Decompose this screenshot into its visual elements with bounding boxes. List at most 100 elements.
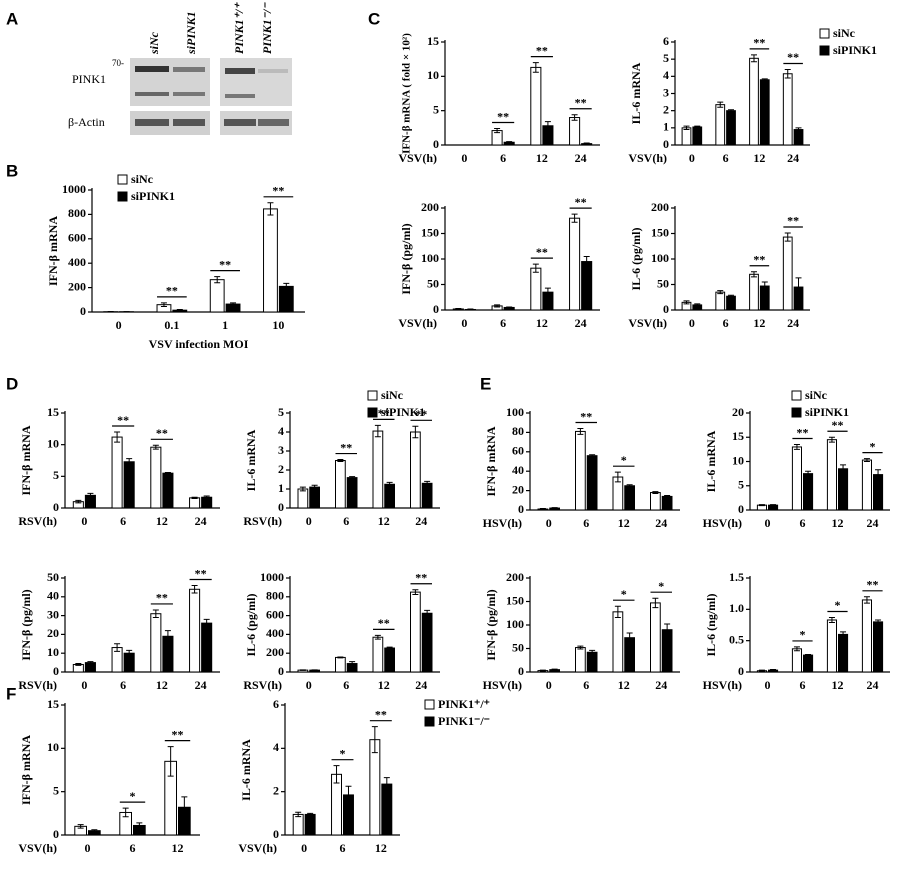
y-tick-label: 1.0	[729, 601, 744, 615]
bar	[650, 492, 661, 511]
y-tick-label: 0	[273, 827, 279, 841]
x-tick-label: 24	[787, 151, 799, 165]
x-tick-label: 1	[222, 318, 228, 332]
x-tick-label: 0	[546, 516, 552, 530]
legend-label: siNc	[131, 172, 154, 186]
error-bar	[126, 649, 133, 657]
bar	[369, 739, 381, 836]
y-axis-label: IFN-β (pg/ml)	[399, 223, 413, 294]
y-tick-label: 3	[663, 85, 669, 99]
band	[173, 92, 205, 96]
error-bar	[750, 54, 757, 63]
bar	[111, 436, 123, 509]
y-tick-label: 40	[512, 463, 524, 477]
y-tick-label: 5	[433, 102, 439, 116]
legend-swatch	[819, 45, 830, 56]
y-tick-label: 400	[266, 626, 284, 640]
y-tick-label: 0	[663, 302, 669, 316]
error-bar	[577, 645, 584, 650]
y-tick-label: 5	[53, 468, 59, 482]
error-bar	[761, 281, 768, 291]
y-tick-label: 0	[53, 827, 59, 841]
error-bar	[152, 609, 159, 618]
bar	[782, 236, 793, 311]
x-tick-label: 24	[867, 516, 879, 530]
y-tick-label: 4	[278, 424, 284, 438]
legend-label: siPINK1	[805, 405, 849, 419]
panel-letter: C	[368, 9, 380, 28]
x-tick-label: 12	[618, 516, 630, 530]
x-tick-label: 0	[765, 516, 771, 530]
legend-swatch	[791, 390, 802, 401]
y-tick-label: 800	[266, 589, 284, 603]
bar	[624, 485, 635, 511]
panel-letter: E	[480, 374, 491, 393]
significance-label: **	[195, 566, 207, 580]
error-bar	[299, 669, 306, 671]
significance-label: *	[621, 587, 627, 601]
significance-label: *	[130, 789, 136, 803]
bar	[791, 446, 803, 511]
y-tick-label: 0	[80, 304, 86, 318]
significance-label: **	[497, 109, 509, 123]
error-bar	[337, 656, 344, 659]
significance-label: **	[753, 36, 765, 50]
bar	[791, 648, 803, 673]
error-bar	[784, 68, 791, 79]
y-tick-label: 0	[53, 664, 59, 678]
band	[135, 66, 169, 72]
panel-letter: A	[6, 9, 18, 28]
error-bar	[728, 294, 735, 298]
y-tick-label: 60	[512, 444, 524, 458]
bar	[726, 110, 736, 146]
bar	[793, 129, 804, 146]
significance-label: **	[867, 578, 879, 592]
bar	[726, 295, 736, 311]
y-tick-label: 150	[651, 225, 669, 239]
error-bar	[795, 127, 802, 132]
bar	[346, 477, 358, 509]
y-tick-label: 0	[278, 500, 284, 514]
x-tick-label: 0	[689, 316, 695, 330]
legend-swatch	[424, 716, 435, 727]
error-bar	[506, 306, 513, 309]
bar	[410, 591, 421, 673]
blot-membrane	[220, 58, 292, 106]
error-bar	[191, 496, 198, 499]
row-label: PINK1	[72, 72, 106, 86]
y-tick-label: 40	[47, 589, 59, 603]
bar	[826, 439, 838, 511]
significance-label: **	[753, 253, 765, 267]
x-tick-label: 12	[378, 514, 390, 528]
bar	[335, 656, 346, 673]
bar	[530, 267, 542, 311]
y-tick-label: 0	[738, 502, 744, 516]
bar	[201, 622, 213, 673]
significance-label: **	[378, 406, 390, 420]
x-tick-label: 0	[546, 678, 552, 692]
x-axis-label: VSV(h)	[238, 841, 277, 855]
bar	[372, 430, 384, 509]
x-tick-label: 12	[156, 678, 168, 692]
significance-label: **	[378, 616, 390, 630]
bar	[650, 602, 661, 673]
x-tick-label: 12	[618, 678, 630, 692]
error-bar	[828, 616, 835, 623]
y-axis-label: IFN-β (pg/ml)	[484, 589, 498, 660]
significance-label: **	[156, 591, 168, 605]
x-tick-label: 0	[765, 678, 771, 692]
y-tick-label: 15	[427, 34, 439, 48]
legend-label: siNc	[805, 388, 828, 402]
significance-label: *	[340, 746, 346, 760]
x-tick-label: 24	[867, 678, 879, 692]
bar	[838, 633, 849, 673]
y-tick-label: 0	[433, 302, 439, 316]
x-tick-label: 6	[800, 678, 806, 692]
error-bar	[424, 480, 431, 486]
legend-swatch	[791, 407, 802, 418]
y-tick-label: 3	[278, 443, 284, 457]
x-axis-label: RSV(h)	[18, 678, 57, 692]
error-bar	[793, 444, 800, 450]
legend-label: siNc	[381, 388, 404, 402]
y-tick-label: 0	[278, 664, 284, 678]
